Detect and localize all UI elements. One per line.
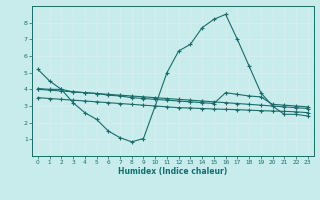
X-axis label: Humidex (Indice chaleur): Humidex (Indice chaleur)	[118, 167, 228, 176]
